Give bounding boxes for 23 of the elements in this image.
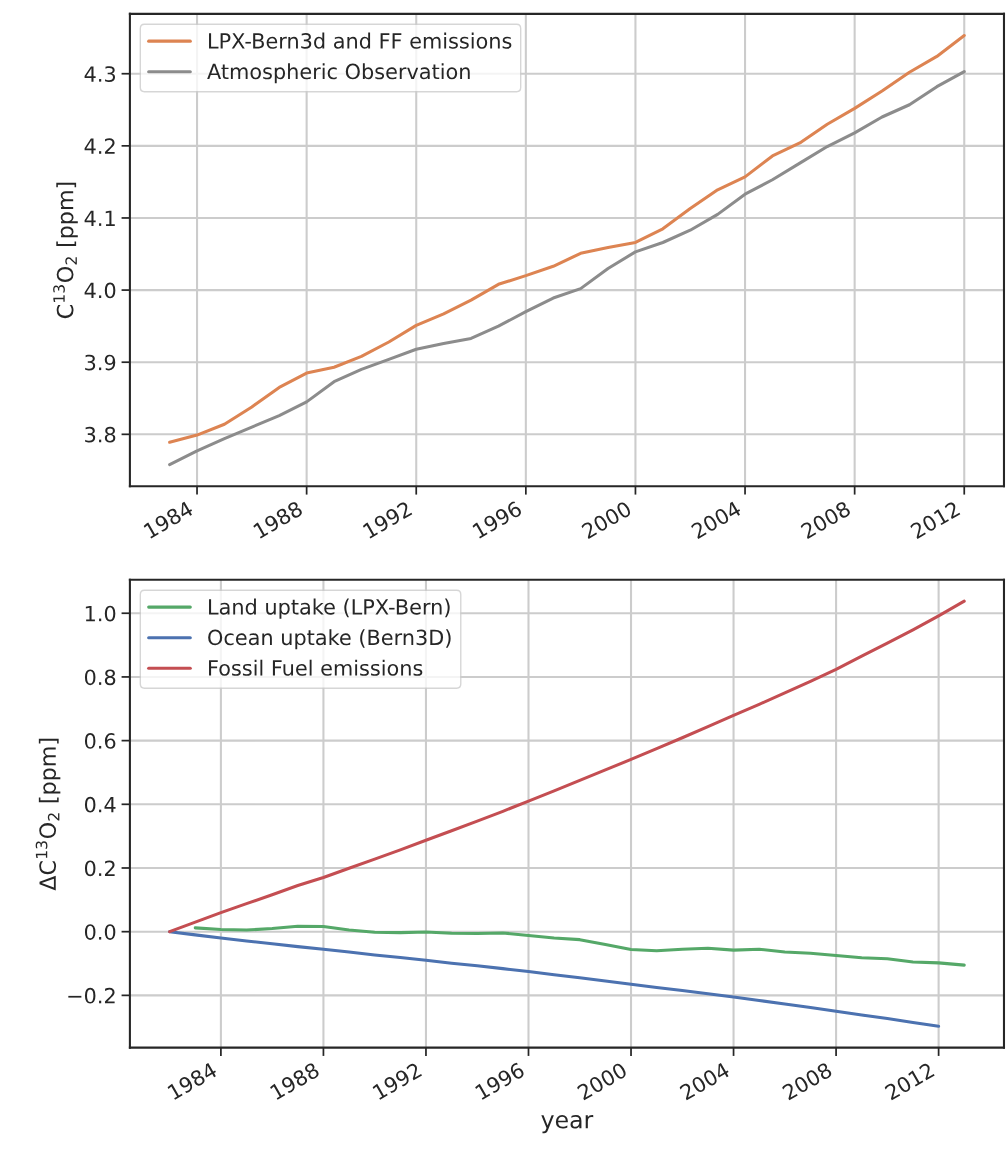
y-tick-label: 0.2 [84,860,115,877]
x-axis-title: year [541,1115,594,1134]
legend-label: Atmospheric Observation [207,63,470,84]
legend-label: Ocean uptake (Bern3D) [208,629,451,650]
y-tick-label: 4.3 [84,66,116,82]
y-tick-label: 0.0 [84,924,116,940]
y-tick-label: 1.0 [85,605,116,622]
legend-label: Fossil Fuel emissions [209,659,423,676]
y-tick-label: 4.2 [84,138,115,154]
y-axis-title: ΔC$^{13}$O$_{2}$ [ppm] [35,738,61,891]
y-tick-label: 4.1 [84,210,115,226]
y-tick-label: −0.2 [68,987,115,1004]
line-series [168,599,966,934]
legend-label: Land uptake (LPX-Bern) [209,598,450,619]
y-tick-label: 0.8 [84,669,116,686]
y-tick-label: 0.6 [84,733,116,749]
y-axis-title: C$^{13}$O$_{2}$ [ppm] [53,182,78,319]
y-tick-label: 0.4 [84,796,116,813]
line-series [193,924,966,967]
y-tick-label: 3.8 [85,426,116,443]
y-tick-label: 4.0 [84,282,116,299]
legend-label: LPX-Bern3d and FF emissions [209,32,512,49]
y-tick-label: 3.9 [85,354,116,371]
